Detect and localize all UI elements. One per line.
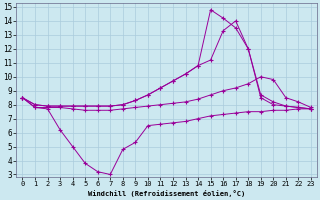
X-axis label: Windchill (Refroidissement éolien,°C): Windchill (Refroidissement éolien,°C)	[88, 190, 245, 197]
